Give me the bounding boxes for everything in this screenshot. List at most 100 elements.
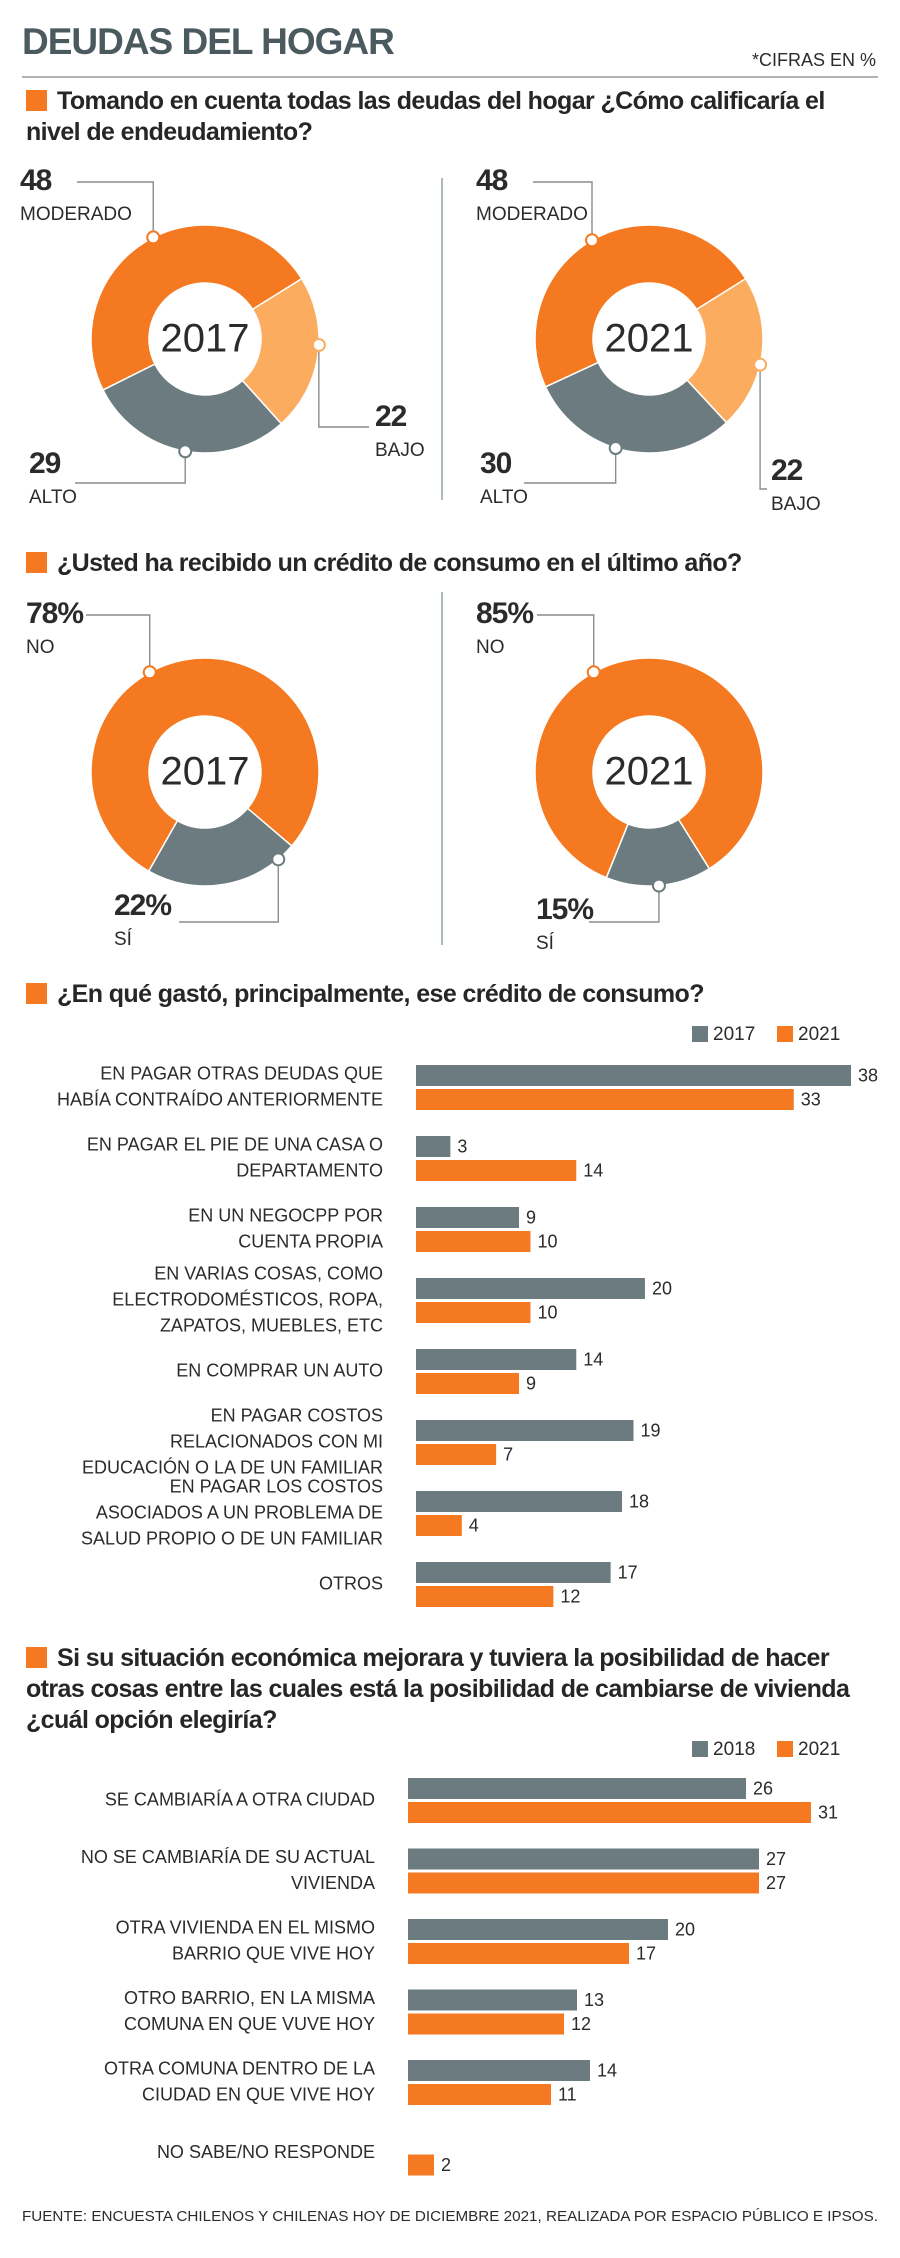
donut-value-label: 30: [480, 447, 512, 480]
bar: [416, 1207, 520, 1228]
bullet: [26, 552, 47, 573]
category-label: CUENTA PROPIA: [238, 1231, 383, 1251]
donut-value-label: 22%: [114, 889, 171, 922]
leader-line: [77, 181, 154, 238]
category-label: OTRO BARRIO, EN LA MISMA: [124, 1988, 375, 2008]
category-label: EN VARIAS COSAS, COMO: [154, 1263, 383, 1283]
legend-label: 2021: [798, 1739, 840, 1760]
question-text: ¿En qué gastó, principalmente, ese crédi…: [57, 980, 705, 1008]
bar-value-label: 33: [801, 1089, 821, 1109]
category-label: OTRA VIVIENDA EN EL MISMO: [116, 1917, 375, 1937]
bar-value-label: 2: [441, 2155, 451, 2175]
bar: [408, 1802, 811, 1823]
bar-value-label: 27: [766, 1849, 786, 1869]
bullet: [26, 90, 47, 111]
bar-value-label: 13: [584, 1990, 604, 2010]
bar: [416, 1586, 554, 1607]
category-label: EN PAGAR OTRAS DEUDAS QUE: [100, 1063, 383, 1083]
donut-slice: [534, 657, 764, 879]
donut-category-label: SÍ: [536, 933, 555, 954]
donut-slice: [90, 224, 303, 391]
leader-line: [524, 448, 617, 484]
leader-marker: [311, 337, 326, 352]
question: ¿En qué gastó, principalmente, ese crédi…: [26, 979, 876, 1010]
donut-value-label: 15%: [536, 893, 593, 926]
legend-label: 2018: [713, 1739, 755, 1760]
category-label: EN PAGAR EL PIE DE UNA CASA O: [87, 1134, 383, 1154]
donut-value-label: 85%: [476, 597, 533, 630]
bar-value-label: 4: [469, 1515, 479, 1535]
donut-category-label: ALTO: [480, 487, 528, 508]
donut-slice: [90, 657, 320, 873]
leader-marker: [753, 357, 768, 372]
question: ¿Usted ha recibido un crédito de consumo…: [26, 548, 876, 579]
bar: [416, 1089, 794, 1110]
bar-value-label: 12: [560, 1586, 580, 1606]
bar-value-label: 3: [457, 1136, 467, 1156]
leader-line: [759, 364, 767, 490]
bar: [408, 1872, 759, 1894]
category-label: HABÍA CONTRAÍDO ANTERIORMENTE: [57, 1089, 383, 1109]
bullet: [26, 983, 47, 1004]
category-label: BARRIO QUE VIVE HOY: [172, 1943, 375, 1963]
bar: [408, 2084, 551, 2105]
donut-category-label: ALTO: [29, 487, 77, 508]
donut-value-label: 29: [29, 447, 61, 480]
category-label: ELECTRODOMÉSTICOS, ROPA,: [112, 1289, 383, 1309]
bar: [416, 1065, 851, 1086]
bar: [416, 1278, 645, 1299]
category-label: EN PAGAR LOS COSTOS: [170, 1476, 383, 1496]
bar-value-label: 26: [753, 1778, 773, 1798]
legend-swatch: [777, 1741, 793, 1757]
donut-category-label: MODERADO: [476, 204, 588, 225]
note: *CIFRAS EN %: [752, 50, 876, 70]
donut-center-label: 2017: [161, 317, 250, 361]
donut-center-label: 2021: [605, 750, 694, 794]
bar-value-label: 17: [618, 1562, 638, 1582]
question-text: Tomando en cuenta todas las deudas del h…: [26, 87, 825, 146]
category-label: OTROS: [319, 1573, 383, 1593]
category-label: DEPARTAMENTO: [236, 1160, 383, 1180]
category-label: SE CAMBIARÍA A OTRA CIUDAD: [105, 1789, 375, 1809]
question: Si su situación económica mejorara y tuv…: [26, 1643, 876, 1736]
bar-value-label: 18: [629, 1491, 649, 1511]
bar: [416, 1515, 462, 1536]
category-label: COMUNA EN QUE VUVE HOY: [124, 2014, 375, 2034]
leader-marker: [586, 665, 601, 680]
bar-value-label: 31: [818, 1802, 838, 1822]
donut-category-label: BAJO: [375, 440, 425, 461]
leader-line: [318, 344, 369, 428]
bar-value-label: 9: [526, 1207, 536, 1227]
category-label: CIUDAD EN QUE VIVE HOY: [142, 2084, 375, 2104]
bar: [416, 1160, 577, 1181]
leader-line: [533, 181, 593, 241]
question: Tomando en cuenta todas las deudas del h…: [26, 86, 876, 148]
category-label: NO SABE/NO RESPONDE: [157, 2142, 375, 2162]
donut-category-label: BAJO: [771, 494, 821, 515]
leader-line: [589, 885, 660, 923]
legend-swatch: [692, 1026, 708, 1042]
donut-center-label: 2017: [161, 750, 250, 794]
donut-category-label: SÍ: [114, 929, 133, 950]
bar-value-label: 19: [641, 1420, 661, 1440]
category-label: EN COMPRAR UN AUTO: [176, 1360, 383, 1380]
bar: [416, 1444, 497, 1465]
bar: [416, 1349, 577, 1370]
bar: [416, 1302, 531, 1323]
donut-slice: [685, 277, 764, 424]
donut-value-label: 22: [375, 400, 407, 433]
bar: [408, 1943, 629, 1964]
category-label: EN PAGAR COSTOS: [211, 1405, 383, 1425]
leader-marker: [271, 852, 286, 867]
category-label: ASOCIADOS A UN PROBLEMA DE: [96, 1502, 383, 1522]
bar-value-label: 9: [526, 1373, 536, 1393]
bar: [416, 1136, 451, 1157]
donut-value-label: 48: [20, 164, 52, 197]
bar-value-label: 7: [503, 1444, 513, 1464]
bullet: [26, 1647, 47, 1668]
donut-slice: [241, 277, 320, 425]
bar-value-label: 10: [537, 1231, 557, 1251]
bar: [408, 2013, 564, 2035]
